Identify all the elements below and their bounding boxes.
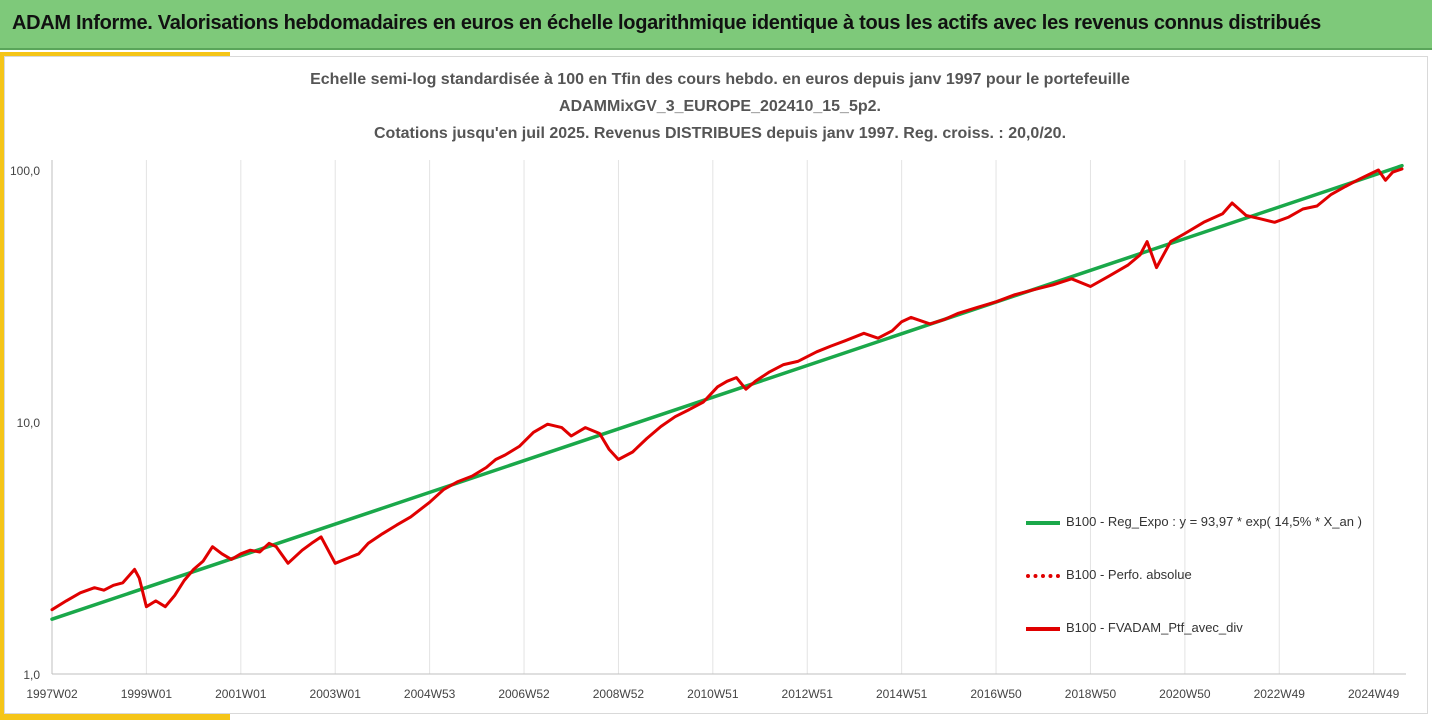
report-title: ADAM Informe. Valorisations hebdomadaire… bbox=[12, 12, 1321, 34]
x-tick-label: 2008W52 bbox=[593, 687, 645, 701]
x-tick-label: 2003W01 bbox=[310, 687, 362, 701]
header-banner: ADAM Informe. Valorisations hebdomadaire… bbox=[0, 0, 1432, 50]
y-tick-label: 10,0 bbox=[17, 416, 41, 430]
accent-bar-top bbox=[0, 52, 230, 56]
x-tick-label: 2006W52 bbox=[498, 687, 550, 701]
legend-label-regression: B100 - Reg_Expo : y = 93,97 * exp( 14,5%… bbox=[1066, 514, 1362, 529]
legend-swatch-portfolio bbox=[1026, 627, 1060, 631]
chart-title-line-2: ADAMMixGV_3_EUROPE_202410_15_5p2. bbox=[559, 98, 881, 115]
legend-swatch-perfo bbox=[1026, 574, 1060, 578]
x-tick-label: 2016W50 bbox=[970, 687, 1022, 701]
x-tick-label: 2010W51 bbox=[687, 687, 739, 701]
chart-title-line-1: Echelle semi-log standardisée à 100 en T… bbox=[310, 71, 1130, 88]
x-tick-label: 2018W50 bbox=[1065, 687, 1117, 701]
x-tick-label: 2024W49 bbox=[1348, 687, 1400, 701]
y-tick-label: 100,0 bbox=[10, 164, 40, 178]
accent-bar-left bbox=[0, 52, 4, 720]
legend-label-portfolio: B100 - FVADAM_Ptf_avec_div bbox=[1066, 620, 1243, 635]
x-tick-label: 2014W51 bbox=[876, 687, 928, 701]
legend-label-perfo: B100 - Perfo. absolue bbox=[1066, 567, 1192, 582]
x-tick-label: 1997W02 bbox=[26, 687, 78, 701]
regression-line bbox=[50, 163, 1404, 621]
accent-bar-bottom bbox=[0, 714, 230, 720]
legend-swatch-regression bbox=[1026, 521, 1060, 525]
x-tick-label: 2020W50 bbox=[1159, 687, 1211, 701]
chart-frame bbox=[4, 56, 1428, 714]
x-tick-label: 2022W49 bbox=[1254, 687, 1306, 701]
chart-title-line-3: Cotations jusqu'en juil 2025. Revenus DI… bbox=[373, 125, 1067, 142]
x-tick-label: 2012W51 bbox=[782, 687, 834, 701]
x-tick-label: 2004W53 bbox=[404, 687, 456, 701]
y-tick-label: 1,0 bbox=[23, 668, 40, 682]
portfolio-line bbox=[50, 167, 1404, 612]
x-tick-label: 1999W01 bbox=[121, 687, 173, 701]
x-tick-label: 2001W01 bbox=[215, 687, 267, 701]
